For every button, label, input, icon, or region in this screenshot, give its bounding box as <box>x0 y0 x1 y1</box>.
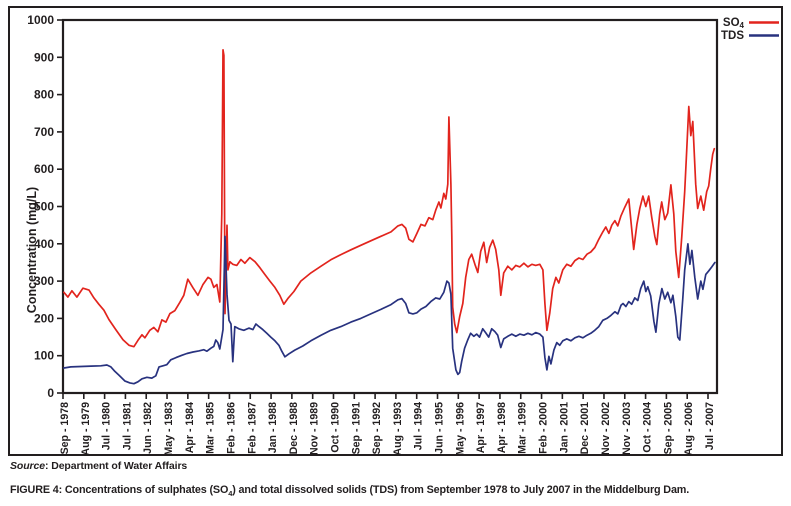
x-tick-label: Nov - 2003 <box>621 402 633 455</box>
x-tick-label: Aug - 1979 <box>80 402 92 456</box>
x-tick-label: Jan - 2001 <box>558 402 570 453</box>
x-tick-label: Jun - 1995 <box>434 402 446 454</box>
tds-line <box>63 235 716 385</box>
x-tick-label: Jan - 1988 <box>267 402 279 453</box>
x-tick-label: Apr - 1984 <box>184 402 196 453</box>
y-axis: 0 100 200 300 400 500 600 700 800 900 1000 <box>27 13 63 400</box>
line-chart: 0 100 200 300 400 500 600 700 800 900 1000 Sep - 19… <box>8 6 783 456</box>
y-axis-title: Concentration (mg/L) <box>25 187 39 313</box>
y-tick-label: 900 <box>34 50 54 64</box>
x-tick-label: Feb - 1986 <box>225 402 237 454</box>
y-tick-label: 0 <box>47 386 54 400</box>
x-tick-label: Dec - 2001 <box>579 402 591 455</box>
x-tick-label: Sep - 1978 <box>59 402 71 455</box>
x-tick-label: Jun - 1982 <box>142 402 154 454</box>
x-tick-label: Sep - 1992 <box>371 402 383 455</box>
x-tick-label: Feb - 1987 <box>246 402 258 454</box>
x-tick-label: Nov - 1989 <box>309 402 321 455</box>
x-tick-label: Mar - 1985 <box>205 402 217 454</box>
x-tick-label: Sep - 1991 <box>350 402 362 455</box>
x-tick-label: May - 1996 <box>454 402 466 456</box>
y-tick-label: 400 <box>34 237 54 251</box>
x-tick-label: Aug - 2006 <box>683 402 695 456</box>
y-tick-label: 300 <box>34 274 54 288</box>
source-text: : Department of Water Affairs <box>45 460 188 472</box>
source-label: Source <box>10 460 45 472</box>
y-tick-label: 500 <box>34 200 54 214</box>
x-tick-label: Feb - 2000 <box>538 402 550 454</box>
y-tick-label: 700 <box>34 125 54 139</box>
x-tick-label: Jul - 1994 <box>413 402 425 450</box>
x-tick-label: Dec - 1988 <box>288 402 300 455</box>
figure-caption-text-pre: Concentrations of sulphates (SO <box>62 484 229 496</box>
figure-caption-text-post: ) and total dissolved solids (TDS) from … <box>232 484 690 496</box>
y-tick-label: 800 <box>34 88 54 102</box>
y-tick-label: 200 <box>34 311 54 325</box>
figure-caption: FIGURE 4: Concentrations of sulphates (S… <box>10 484 785 498</box>
x-tick-label: Nov - 2002 <box>600 402 612 455</box>
x-tick-label: Apr - 1997 <box>475 402 487 453</box>
x-axis: Sep - 1978 Aug - 1979 Jul - 1980 Jul - 1981… <box>59 393 716 456</box>
x-tick-label: Jul - 1981 <box>121 402 133 450</box>
figure-border <box>8 6 783 456</box>
x-tick-label: Aug - 1993 <box>392 402 404 456</box>
x-tick-label: Sep - 2005 <box>662 402 674 455</box>
y-tick-label: 1000 <box>27 13 54 27</box>
figure-caption-subscript: 4 <box>228 489 233 499</box>
x-tick-label: Mar - 1999 <box>517 402 529 454</box>
so4-line <box>63 48 716 348</box>
x-tick-label: Apr - 1998 <box>496 402 508 453</box>
x-tick-label: Jul - 1980 <box>101 402 113 450</box>
source-line: Source: Department of Water Affairs <box>10 460 187 472</box>
x-tick-label: Jul - 2007 <box>704 402 716 450</box>
x-tick-label: Oct - 2004 <box>642 402 654 453</box>
x-tick-label: May - 1983 <box>163 402 175 456</box>
figure-caption-label: FIGURE 4: <box>10 484 63 496</box>
y-tick-label: 100 <box>34 349 54 363</box>
x-tick-label: Oct - 1990 <box>329 402 341 453</box>
legend-label-so4: SO4 <box>723 17 745 30</box>
legend-label-tds: TDS <box>721 30 744 42</box>
y-tick-label: 600 <box>34 162 54 176</box>
